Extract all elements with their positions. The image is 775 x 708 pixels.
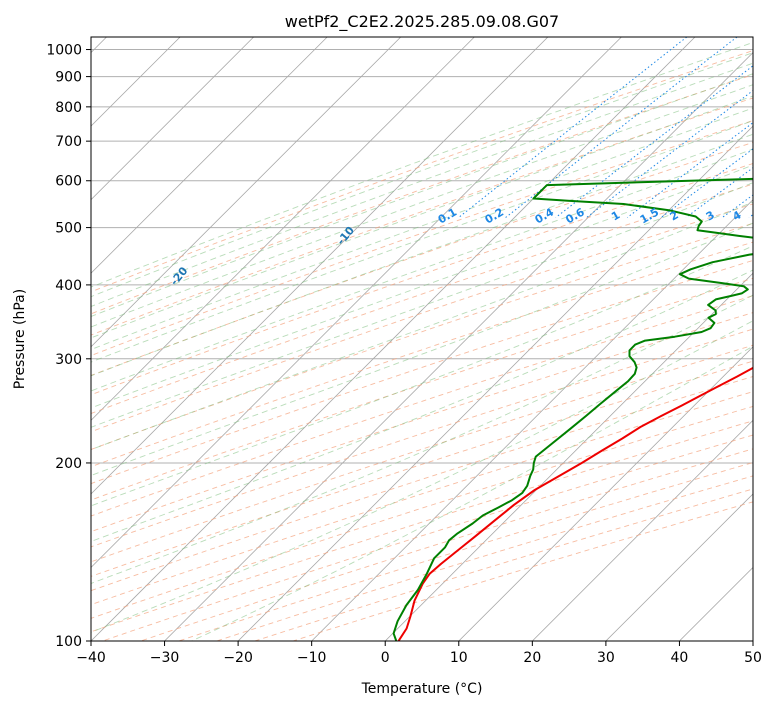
y-tick-label: 900 <box>55 70 82 86</box>
dry-adiabat-line <box>91 50 753 293</box>
dry-adiabat-line <box>91 405 753 619</box>
moist-adiabat-line <box>91 164 753 409</box>
temperature-profile-line <box>397 366 753 641</box>
dry-adiabat-line <box>177 462 753 641</box>
x-tick-label: −10 <box>297 650 327 666</box>
moist-adiabat-line <box>91 182 753 428</box>
moist-adiabat-line <box>91 148 753 392</box>
moist-adiabat-line <box>91 62 753 308</box>
moist-adiabat-line <box>91 133 753 377</box>
x-tick-label: 20 <box>523 650 541 666</box>
moist-adiabat-line <box>91 245 753 507</box>
isotherm-line <box>91 37 696 641</box>
x-tick-label: 50 <box>744 650 762 666</box>
moist-adiabat-line <box>91 107 753 351</box>
skewed-isotherms <box>91 37 753 641</box>
chart-title: wetPf2_C2E2.2025.285.09.08.G07 <box>285 12 559 32</box>
isotherm-line <box>91 37 475 421</box>
plot-area <box>91 37 753 641</box>
moist-adiabat-line <box>91 222 753 476</box>
dry-adiabat-line <box>91 222 753 450</box>
dry-adiabat-line <box>215 475 753 641</box>
sounding-series <box>392 177 753 641</box>
moist-adiabat-line <box>91 52 753 298</box>
y-tick-label: 600 <box>55 174 82 190</box>
grid-lines <box>91 49 753 641</box>
dry-adiabat-line <box>91 183 753 414</box>
y-tick-label: 1000 <box>46 43 82 59</box>
y-tick-label: 500 <box>55 221 82 237</box>
x-axis-title: Temperature (°C) <box>361 681 483 697</box>
y-axis-title: Pressure (hPa) <box>12 289 28 389</box>
moist-adiabat-line <box>91 41 753 288</box>
y-tick-label: 200 <box>55 456 82 472</box>
moist-adiabat-line <box>91 73 753 318</box>
x-tick-label: −20 <box>223 650 253 666</box>
dry-adiabat-line <box>291 501 753 641</box>
y-tick-label: 300 <box>55 352 82 368</box>
moist-adiabat-line <box>91 294 753 584</box>
x-tick-label: 0 <box>381 650 390 666</box>
plot-frame <box>90 36 754 642</box>
isotherm-line <box>311 199 753 641</box>
isotherm-line <box>605 493 753 641</box>
isotherm-line <box>458 346 753 641</box>
mixing-ratio-line <box>458 37 688 218</box>
dry-adiabats <box>91 50 753 641</box>
moist-adiabat-line <box>91 320 753 633</box>
y-tick-label: 700 <box>55 134 82 150</box>
isotherm-line <box>237 125 753 641</box>
dry-adiabat-line <box>91 163 753 396</box>
dewpoint-profile-line <box>392 177 753 641</box>
moist-adiabat-line <box>190 345 753 641</box>
dry-adiabat-line <box>101 434 753 641</box>
isotherm-line <box>91 37 622 569</box>
isotherm-line <box>531 419 753 641</box>
x-tick-label: −30 <box>150 650 180 666</box>
mixing-ratio-line <box>505 37 738 218</box>
y-tick-label: 100 <box>55 634 82 650</box>
moist-adiabat-line <box>91 84 753 328</box>
y-tick-label: 400 <box>55 278 82 294</box>
dry-adiabat-line <box>91 295 753 517</box>
moist-adiabat-line <box>91 201 753 451</box>
mixing-ratio-line <box>685 167 753 218</box>
axis-ticks: −40 −30 −20 −10 0 10 20 30 40 50 1000 900 800 700 600 5… <box>46 43 762 666</box>
x-tick-label: −40 <box>76 650 106 666</box>
dry-adiabat-line <box>91 241 753 468</box>
isotherm-line <box>91 37 254 201</box>
dry-adiabat-line <box>91 344 753 563</box>
x-tick-label: 30 <box>597 650 615 666</box>
x-tick-label: 40 <box>671 650 689 666</box>
x-tick-label: 10 <box>450 650 468 666</box>
dry-adiabat-line <box>91 97 753 336</box>
isotherm-line <box>91 37 549 495</box>
dry-adiabat-line <box>91 120 753 357</box>
dry-adiabat-line <box>91 376 753 592</box>
isotherm-line <box>91 37 328 274</box>
dry-adiabat-line <box>91 74 753 315</box>
isotherm-line <box>91 37 402 348</box>
isotherm-line <box>384 272 753 641</box>
mixing-ratio-lines <box>458 37 753 218</box>
moist-adiabats <box>91 41 753 641</box>
y-tick-label: 800 <box>55 100 82 116</box>
isotherm-line <box>163 51 753 641</box>
